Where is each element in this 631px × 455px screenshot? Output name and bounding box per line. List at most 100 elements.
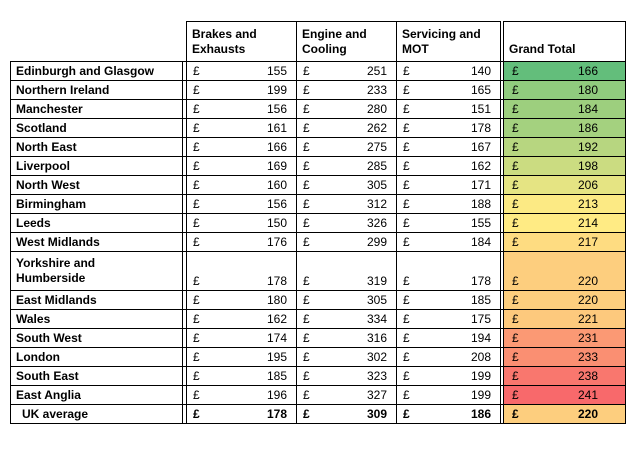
table-row: South East £ 185 £ 323 £ 199 £ 238 bbox=[10, 366, 626, 386]
grand-total-cell: £ 231 bbox=[503, 328, 626, 348]
brakes-exhausts-cell: £ 196 bbox=[186, 385, 297, 405]
header-row: Brakes and Exhausts Engine and Cooling S… bbox=[10, 21, 626, 62]
servicing-mot-value: 188 bbox=[470, 197, 491, 211]
region-label: Leeds bbox=[10, 213, 183, 233]
grand-total-value: 184 bbox=[577, 102, 598, 116]
brakes-exhausts-cell: £ 195 bbox=[186, 347, 297, 367]
brakes-exhausts-cell: £ 185 bbox=[186, 366, 297, 386]
currency-symbol: £ bbox=[193, 64, 200, 78]
servicing-mot-cell: £ 171 bbox=[396, 175, 501, 195]
table-row: East Midlands £ 180 £ 305 £ 185 £ 220 bbox=[10, 290, 626, 310]
engine-cooling-cell: £ 285 bbox=[296, 156, 397, 176]
engine-cooling-cell: £ 323 bbox=[296, 366, 397, 386]
currency-symbol: £ bbox=[512, 293, 519, 307]
currency-symbol: £ bbox=[512, 102, 519, 116]
brakes-exhausts-value: 162 bbox=[266, 312, 287, 326]
currency-symbol: £ bbox=[193, 140, 200, 154]
currency-symbol: £ bbox=[512, 178, 519, 192]
brakes-exhausts-cell: £ 156 bbox=[186, 194, 297, 214]
grand-total-cell: £ 184 bbox=[503, 99, 626, 119]
servicing-mot-value: 199 bbox=[470, 388, 491, 402]
grand-total-cell: £ 217 bbox=[503, 232, 626, 252]
table-row: South West £ 174 £ 316 £ 194 £ 231 bbox=[10, 328, 626, 348]
grand-total-cell: £ 220 bbox=[503, 251, 626, 291]
grand-total-value: 213 bbox=[577, 197, 598, 211]
servicing-mot-value: 194 bbox=[470, 331, 491, 345]
currency-symbol: £ bbox=[193, 178, 200, 192]
grand-total-value: 220 bbox=[577, 274, 598, 288]
engine-cooling-cell: £ 299 bbox=[296, 232, 397, 252]
table-row: North West £ 160 £ 305 £ 171 £ 206 bbox=[10, 175, 626, 195]
currency-symbol: £ bbox=[403, 197, 410, 211]
grand-total-value: 186 bbox=[577, 121, 598, 135]
table-row: Scotland £ 161 £ 262 £ 178 £ 186 bbox=[10, 118, 626, 138]
brakes-exhausts-value: 178 bbox=[266, 274, 287, 288]
currency-symbol: £ bbox=[403, 407, 410, 421]
brakes-exhausts-value: 178 bbox=[266, 407, 287, 421]
region-label: UK average bbox=[10, 404, 183, 424]
grand-total-cell: £ 238 bbox=[503, 366, 626, 386]
table-row: Leeds £ 150 £ 326 £ 155 £ 214 bbox=[10, 213, 626, 233]
brakes-exhausts-cell: £ 162 bbox=[186, 309, 297, 329]
grand-total-cell: £ 214 bbox=[503, 213, 626, 233]
currency-symbol: £ bbox=[193, 407, 200, 421]
grand-total-value: 221 bbox=[577, 312, 598, 326]
brakes-exhausts-cell: £ 176 bbox=[186, 232, 297, 252]
servicing-mot-value: 186 bbox=[470, 407, 491, 421]
currency-symbol: £ bbox=[193, 274, 200, 288]
engine-cooling-value: 312 bbox=[366, 197, 387, 211]
brakes-exhausts-value: 199 bbox=[266, 83, 287, 97]
column-spacer bbox=[182, 404, 187, 424]
table-row: Edinburgh and Glasgow £ 155 £ 251 £ 140 … bbox=[10, 61, 626, 81]
engine-cooling-cell: £ 262 bbox=[296, 118, 397, 138]
table-row: UK average £ 178 £ 309 £ 186 £ 220 bbox=[10, 404, 626, 424]
brakes-exhausts-value: 156 bbox=[266, 197, 287, 211]
engine-cooling-value: 251 bbox=[366, 64, 387, 78]
servicing-mot-cell: £ 165 bbox=[396, 80, 501, 100]
currency-symbol: £ bbox=[512, 83, 519, 97]
currency-symbol: £ bbox=[303, 83, 310, 97]
grand-total-value: 220 bbox=[577, 293, 598, 307]
grand-total-value: 192 bbox=[577, 140, 598, 154]
grand-total-cell: £ 220 bbox=[503, 404, 626, 424]
engine-cooling-value: 262 bbox=[366, 121, 387, 135]
currency-symbol: £ bbox=[512, 274, 519, 288]
brakes-exhausts-cell: £ 174 bbox=[186, 328, 297, 348]
currency-symbol: £ bbox=[403, 350, 410, 364]
engine-cooling-cell: £ 316 bbox=[296, 328, 397, 348]
currency-symbol: £ bbox=[303, 64, 310, 78]
engine-cooling-value: 309 bbox=[366, 407, 387, 421]
currency-symbol: £ bbox=[193, 102, 200, 116]
servicing-mot-cell: £ 178 bbox=[396, 118, 501, 138]
servicing-mot-cell: £ 151 bbox=[396, 99, 501, 119]
engine-cooling-value: 319 bbox=[366, 274, 387, 288]
grand-total-cell: £ 192 bbox=[503, 137, 626, 157]
grand-total-cell: £ 220 bbox=[503, 290, 626, 310]
brakes-exhausts-value: 156 bbox=[266, 102, 287, 116]
region-label: South East bbox=[10, 366, 183, 386]
currency-symbol: £ bbox=[303, 197, 310, 211]
engine-cooling-value: 299 bbox=[366, 235, 387, 249]
grand-total-value: 198 bbox=[577, 159, 598, 173]
servicing-mot-value: 140 bbox=[470, 64, 491, 78]
region-label: West Midlands bbox=[10, 232, 183, 252]
engine-cooling-value: 334 bbox=[366, 312, 387, 326]
currency-symbol: £ bbox=[512, 64, 519, 78]
servicing-mot-value: 178 bbox=[470, 274, 491, 288]
brakes-exhausts-value: 185 bbox=[266, 369, 287, 383]
currency-symbol: £ bbox=[193, 293, 200, 307]
region-label: South West bbox=[10, 328, 183, 348]
region-label: Northern Ireland bbox=[10, 80, 183, 100]
currency-symbol: £ bbox=[193, 331, 200, 345]
region-label: East Anglia bbox=[10, 385, 183, 405]
table-row: Liverpool £ 169 £ 285 £ 162 £ 198 bbox=[10, 156, 626, 176]
currency-symbol: £ bbox=[403, 388, 410, 402]
corner-cell bbox=[10, 21, 183, 62]
servicing-mot-cell: £ 188 bbox=[396, 194, 501, 214]
currency-symbol: £ bbox=[193, 350, 200, 364]
region-label: Manchester bbox=[10, 99, 183, 119]
grand-total-value: 220 bbox=[577, 407, 598, 421]
table-row: Yorkshire and Humberside £ 178 £ 319 £ 1… bbox=[10, 251, 626, 291]
brakes-exhausts-cell: £ 180 bbox=[186, 290, 297, 310]
